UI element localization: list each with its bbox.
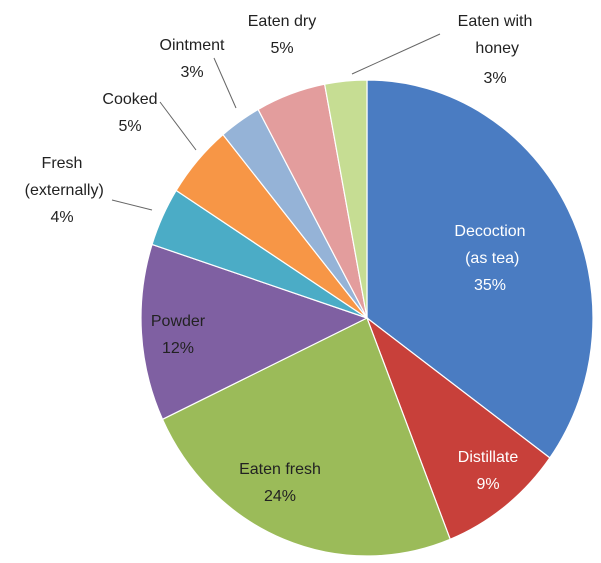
slice-label: Eaten fresh bbox=[239, 461, 321, 478]
pie-slice bbox=[366, 79, 594, 459]
leader-line bbox=[213, 57, 237, 109]
value-label: 24% bbox=[264, 488, 296, 505]
value-label: 3% bbox=[483, 70, 506, 87]
pie-slice bbox=[323, 79, 368, 319]
value-label: 4% bbox=[50, 209, 73, 226]
slice-label: Fresh (externally) bbox=[20, 155, 104, 199]
value-label: 9% bbox=[476, 476, 499, 493]
pie-slice bbox=[365, 316, 551, 541]
slice-label: Ointment bbox=[160, 37, 225, 54]
value-label: 3% bbox=[180, 64, 203, 81]
value-label: 12% bbox=[162, 340, 194, 357]
value-label: 5% bbox=[270, 40, 293, 57]
slice-label: Cooked bbox=[102, 91, 157, 108]
value-label: 35% bbox=[474, 277, 506, 294]
leader-line bbox=[159, 101, 197, 151]
leader-line bbox=[111, 199, 153, 211]
slice-label: Distillate bbox=[458, 449, 519, 466]
pie-slice bbox=[140, 243, 369, 421]
slice-label: Powder bbox=[151, 313, 206, 330]
pie-slice bbox=[161, 317, 451, 557]
slice-label: Eaten dry bbox=[248, 13, 316, 30]
slice-label: Eaten with honey bbox=[458, 13, 533, 57]
slice-label: Decoction (as tea) bbox=[454, 223, 525, 267]
value-label: 5% bbox=[118, 118, 141, 135]
leader-line bbox=[351, 33, 441, 75]
